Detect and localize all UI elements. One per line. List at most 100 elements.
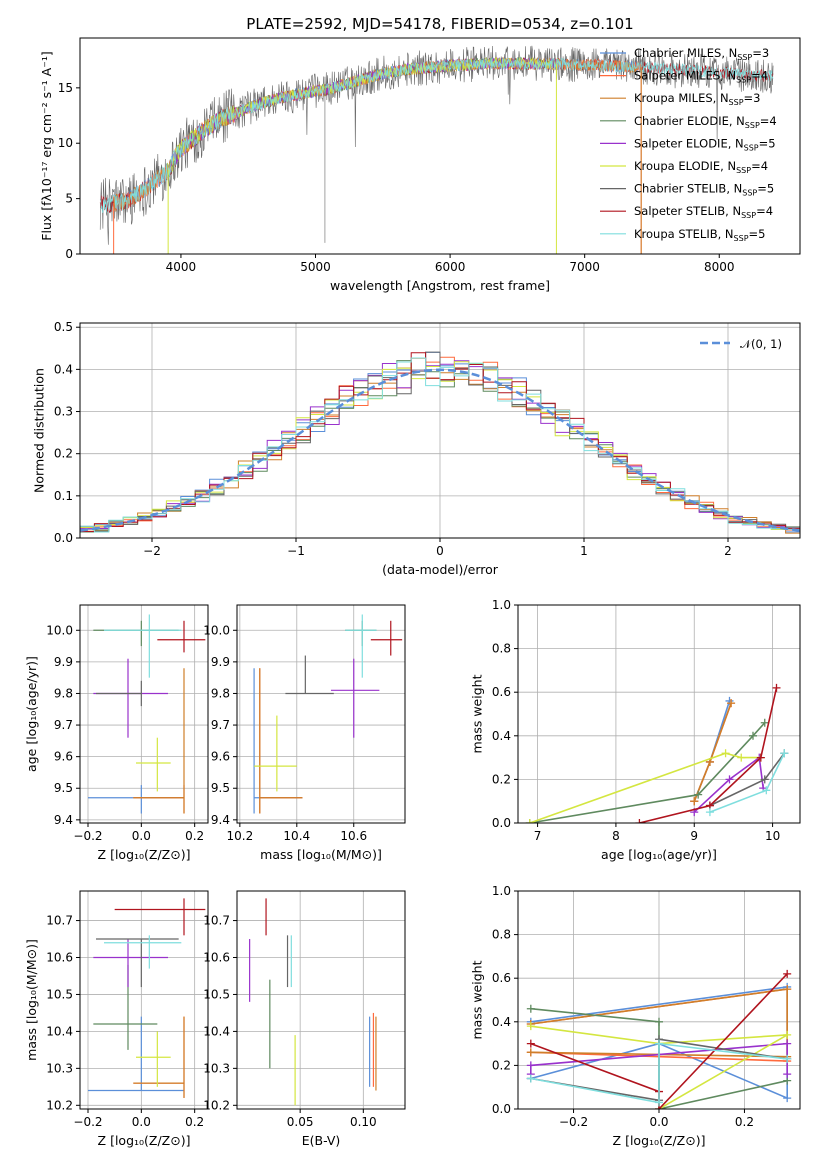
x-tick-label: 0.2: [735, 1115, 754, 1129]
y-tick-label: 1.0: [492, 884, 511, 898]
weight-marker: [725, 775, 734, 784]
y-tick-label: 0.2: [54, 447, 73, 461]
x-tick-label: −0.2: [73, 1115, 102, 1129]
legend-label-sub: SSP: [741, 211, 756, 220]
weight-line-4: [693, 756, 764, 813]
weight-marker: [655, 1017, 663, 1026]
plot-area: [88, 614, 206, 814]
grid: [80, 891, 208, 1109]
legend-label: Kroupa MILES, NSSP=3: [634, 91, 760, 107]
mass-age-panel: 10.2 10.4 10.6 9.4 9.5 9.6 9.7 9.8 9.9 10.0 mass […: [203, 604, 406, 862]
legend-label-end: =4: [756, 204, 773, 218]
y-tick-label: 0.1: [54, 489, 73, 503]
errorbar-point-1: [259, 668, 303, 814]
weight-marker: [721, 749, 730, 758]
x-tick-label: 0.10: [350, 1115, 377, 1129]
y-tick-label: 10.2: [203, 1098, 230, 1112]
legend-label: Kroupa ELODIE, NSSP=4: [634, 159, 768, 175]
y-tick-label: 10.0: [46, 623, 73, 637]
errorbar-point-4: [330, 658, 380, 738]
errorbar-point-0: [88, 1016, 184, 1092]
errorbar-point-8: [104, 935, 182, 969]
weight-marker: [760, 775, 769, 784]
errorbar-point-3: [93, 964, 158, 1050]
x-tick-label: 0.0: [649, 1115, 668, 1129]
weight-marker: [526, 1048, 535, 1057]
legend-label-end: =4: [751, 69, 768, 83]
legend-label-end: =5: [757, 182, 774, 196]
legend-label-end: =5: [749, 227, 766, 241]
y-tick-label: 0.0: [54, 531, 73, 545]
grid: [237, 891, 405, 1109]
errorbar-point-2: [133, 668, 185, 814]
legend-label-main: Kroupa STELIB, N: [634, 227, 734, 241]
legend-label-sub: SSP: [745, 121, 760, 130]
y-tick-label: 0.2: [492, 1058, 511, 1072]
plot-area: [526, 969, 792, 1109]
legend-label-main: Salpeter MILES, N: [634, 69, 736, 83]
x-axis-label: Z [log₁₀(Z/Z⊙)]: [98, 1133, 191, 1148]
y-axis-label: age [log₁₀(age/yr)]: [24, 656, 39, 772]
weight-marker: [772, 683, 781, 692]
y-tick-label: 10: [58, 136, 73, 150]
legend-label-end: =3: [744, 91, 761, 105]
x-axis-label: wavelength [Angstrom, rest frame]: [330, 278, 550, 293]
x-tick-label: 5000: [300, 260, 331, 274]
errorbar-point-3: [93, 620, 179, 647]
y-tick-label: 10.5: [46, 987, 73, 1001]
y-tick-label: 10.4: [203, 1024, 230, 1038]
legend-label-sub: SSP: [729, 98, 744, 107]
legend-label-sub: SSP: [736, 166, 751, 175]
x-axis-label: (data-model)/error: [382, 562, 499, 577]
legend-label-main: Chabrier MILES, N: [634, 46, 737, 60]
errorbar-point-2: [259, 668, 303, 814]
legend-label-sub: SSP: [737, 53, 752, 62]
histogram-6: [80, 351, 800, 532]
weight-marker: [783, 1094, 792, 1103]
x-tick-label: −0.2: [559, 1115, 588, 1129]
weight-line-7: [639, 687, 778, 823]
errorbar-point-4: [93, 658, 168, 738]
x-axis-label: Z [log₁₀(Z/Z⊙)]: [98, 847, 191, 862]
weight-line-8: [530, 1042, 788, 1104]
legend-label: Chabrier STELIB, NSSP=5: [634, 182, 774, 198]
axes-frame: [236, 890, 406, 1110]
plot-area: [249, 898, 377, 1106]
weight-marker: [694, 790, 703, 799]
y-tick-label: 10.6: [203, 951, 230, 965]
errorbar-point-5: [254, 715, 297, 792]
y-tick-label: 10.7: [203, 914, 230, 928]
legend-label-main: Kroupa MILES, N: [634, 91, 729, 105]
weight-marker: [690, 797, 699, 806]
x-tick-label: 0.05: [287, 1115, 314, 1129]
y-axis-label: mass [log₁₀(M/M⊙)]: [24, 939, 39, 1061]
weight-line-5: [530, 1025, 788, 1109]
plot-area: [253, 614, 403, 814]
x-tick-label: 8: [612, 829, 620, 843]
legend-label-end: =3: [752, 46, 769, 60]
x-tick-label: −1: [287, 544, 305, 558]
y-tick-label: 9.8: [54, 686, 73, 700]
weight-marker: [780, 749, 789, 758]
legend-label-end: =4: [760, 114, 777, 128]
axes-frame: [517, 604, 801, 824]
weight-marker: [737, 753, 746, 762]
errorbar-point-8: [345, 614, 377, 678]
errorbar-point-7: [157, 620, 206, 653]
errorbar-point-0: [88, 785, 184, 814]
x-tick-label: 10.6: [340, 829, 367, 843]
x-tick-label: 8000: [704, 260, 735, 274]
legend-label-sub: SSP: [736, 76, 751, 85]
x-axis-label: E(B-V): [302, 1133, 341, 1148]
x-tick-label: 0.0: [132, 829, 151, 843]
weight-marker: [760, 718, 769, 727]
x-tick-label: 0.2: [185, 829, 204, 843]
y-tick-label: 9.6: [211, 750, 230, 764]
y-tick-label: 10.2: [46, 1098, 73, 1112]
weight-marker: [526, 1004, 535, 1013]
y-tick-label: 0.8: [492, 642, 511, 656]
z-mass-panel: −0.2 0.0 0.2 10.2 10.3 10.4 10.5 10.6 10.7 Z [log…: [24, 890, 209, 1148]
ebv-mass-panel: 0.05 0.10 10.2 10.3 10.4 10.5 10.6 10.7 E(B-V): [203, 890, 406, 1148]
errorbar-point-5: [136, 737, 171, 792]
